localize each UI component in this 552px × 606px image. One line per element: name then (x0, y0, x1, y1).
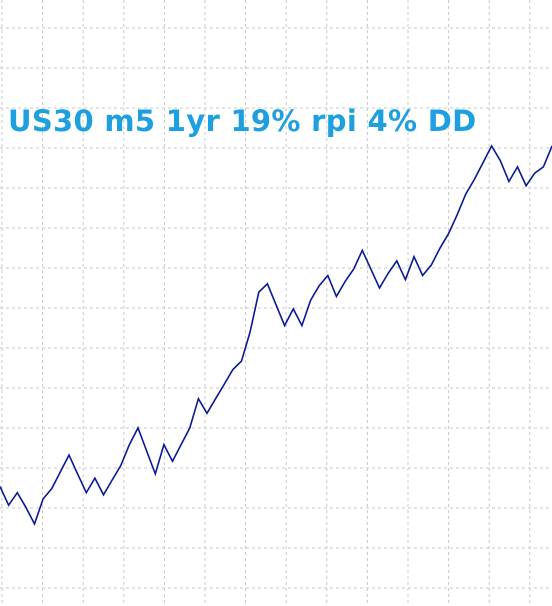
equity-series (0, 144, 552, 527)
chart-title: US30 m5 1yr 19% rpi 4% DD (8, 104, 477, 138)
equity-line (0, 144, 552, 527)
